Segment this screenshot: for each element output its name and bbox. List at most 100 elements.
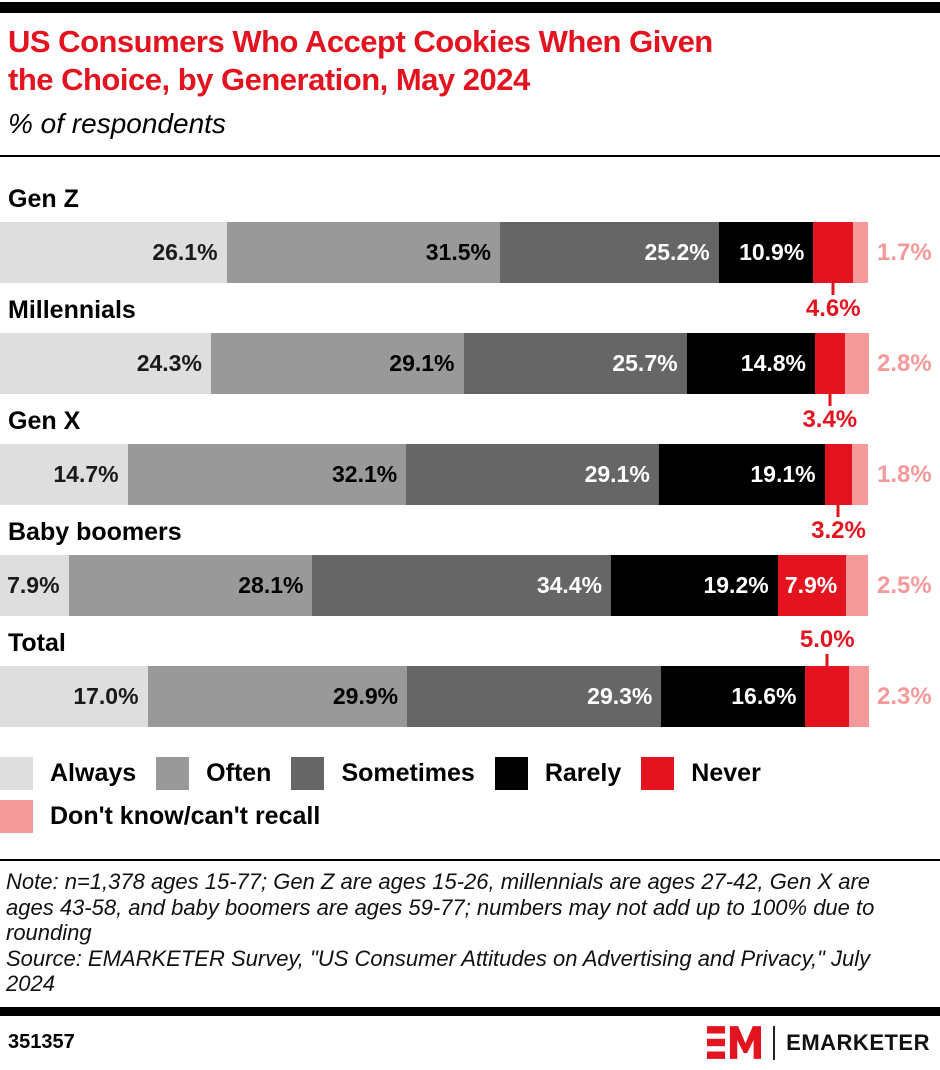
note-divider <box>0 859 940 861</box>
legend-label: Sometimes <box>341 759 475 787</box>
legend-item-always: Always <box>0 757 136 790</box>
segment-value-label: 29.1% <box>389 350 455 376</box>
bottom-border-bar <box>0 1006 940 1016</box>
legend-item-rarely: Rarely <box>494 757 622 790</box>
legend-item-never: Never <box>641 757 761 790</box>
bar-segment-don-t-know-can-t-recall <box>846 555 868 616</box>
bar-segment-sometimes: 29.3% <box>407 666 662 727</box>
legend-swatch-always <box>0 757 33 790</box>
header-divider <box>0 155 940 157</box>
legend-swatch-often <box>156 757 190 790</box>
segment-value-label: 14.7% <box>53 461 119 487</box>
chart-subtitle: % of respondents <box>8 108 226 139</box>
bar-segment-sometimes: 25.7% <box>463 333 687 394</box>
bar-segment-never <box>805 666 849 727</box>
bar-segment-never <box>813 222 854 283</box>
bar-segment-always: 17.0% <box>0 666 148 727</box>
legend-item-sometimes: Sometimes <box>291 757 475 790</box>
never-callout-label: 3.4% <box>802 406 858 433</box>
legend-label: Don't know/can't recall <box>50 802 321 830</box>
legend-swatch-never <box>641 757 675 790</box>
legend-item-don-t-know-can-t-recall: Don't know/can't recall <box>0 800 320 833</box>
note-text: Note: n=1,378 ages 15-77; Gen Z are ages… <box>6 869 875 945</box>
dont-know-value-label: 2.5% <box>877 571 932 599</box>
bar-segment-rarely: 16.6% <box>661 666 806 727</box>
category-label: Millennials <box>8 296 136 324</box>
bar-segment-always: 24.3% <box>0 333 211 394</box>
legend-label: Rarely <box>544 759 622 787</box>
bar-segment-don-t-know-can-t-recall <box>853 222 868 283</box>
legend-row-2: Don't know/can't recall <box>0 800 940 833</box>
chart-title-line-1: US Consumers Who Accept Cookies When Giv… <box>8 24 713 59</box>
segment-value-label: 25.7% <box>612 350 678 376</box>
bar-segment-often: 29.9% <box>147 666 408 727</box>
chart-footer: 351357 EMARKETER <box>0 1016 940 1060</box>
bar-segment-often: 28.1% <box>68 555 313 616</box>
chart-row-gen-z: Gen Z 26.1% 31.5% 25.2% 10.9% 4.6% 1.7% <box>0 185 940 322</box>
emarketer-em-icon <box>707 1026 762 1059</box>
bar-segment-often: 31.5% <box>226 222 500 283</box>
bar-segment-rarely: 19.1% <box>658 444 825 505</box>
segment-value-label: 7.9% <box>7 572 60 598</box>
brand-divider <box>773 1025 776 1060</box>
bar-segment-always: 26.1% <box>0 222 227 283</box>
chart-header: US Consumers Who Accept Cookies When Giv… <box>0 13 940 141</box>
bar-segment-rarely: 19.2% <box>611 555 778 616</box>
legend-row-1: Always Often Sometimes Rarely Never <box>0 757 940 790</box>
segment-value-label: 29.1% <box>584 461 650 487</box>
bar-segment-never <box>815 333 845 394</box>
bar-segment-sometimes: 29.1% <box>406 444 659 505</box>
chart-rows: Gen Z 26.1% 31.5% 25.2% 10.9% 4.6% 1.7% Millenn… <box>0 186 940 727</box>
dont-know-value-label: 1.8% <box>877 460 932 488</box>
category-label: Baby boomers <box>8 518 182 546</box>
bar-segment-don-t-know-can-t-recall <box>852 444 868 505</box>
segment-value-label: 14.8% <box>740 350 807 376</box>
bar-segment-don-t-know-can-t-recall <box>848 666 869 727</box>
bar-segment-rarely: 10.9% <box>718 222 814 283</box>
segment-value-label: 17.0% <box>73 683 139 709</box>
segment-value-label: 29.3% <box>587 683 653 709</box>
bar-segment-often: 32.1% <box>127 444 407 505</box>
category-label: Gen X <box>8 407 81 435</box>
legend-label: Often <box>206 759 272 787</box>
top-border-bar <box>0 2 940 13</box>
stacked-bar: 14.7% 32.1% 29.1% 19.1% 3.2% 1.8% <box>0 444 932 544</box>
legend-swatch-rarely <box>494 757 528 790</box>
segment-value-label: 19.1% <box>750 461 816 487</box>
never-callout-label: 4.6% <box>805 295 861 322</box>
bar-segment-never <box>824 444 853 505</box>
never-callout-label: 5.0% <box>799 626 855 653</box>
chart-row-total: Total 17.0% 29.9% 29.3% 16.6% 5.0% 2.3% <box>0 626 940 727</box>
never-leader-line <box>825 654 829 666</box>
never-leader-line <box>836 505 840 517</box>
dont-know-value-label: 2.3% <box>877 682 932 710</box>
segment-value-label: 7.9% <box>784 572 838 598</box>
stacked-bar: 7.9% 28.1% 34.4% 19.2% 7.9% 2.5% <box>0 555 932 616</box>
legend-item-often: Often <box>156 757 271 790</box>
dont-know-value-label: 1.7% <box>877 238 932 266</box>
chart-title-line-2: the Choice, by Generation, May 2024 <box>8 62 530 97</box>
chart-id: 351357 <box>8 1031 75 1053</box>
category-label: Total <box>8 629 66 657</box>
bar-segment-sometimes: 34.4% <box>312 555 612 616</box>
stacked-bar: 26.1% 31.5% 25.2% 10.9% 4.6% 1.7% <box>0 222 932 322</box>
bar-segment-sometimes: 25.2% <box>499 222 719 283</box>
never-leader-line <box>831 283 835 295</box>
bar-segment-always: 7.9% <box>0 555 69 616</box>
segment-value-label: 32.1% <box>332 461 398 487</box>
brand-name: EMARKETER <box>786 1029 930 1055</box>
stacked-bar: 24.3% 29.1% 25.7% 14.8% 3.4% 2.8% <box>0 333 932 433</box>
chart-notes: Note: n=1,378 ages 15-77; Gen Z are ages… <box>0 861 932 997</box>
source-text: Source: EMARKETER Survey, "US Consumer A… <box>6 945 871 997</box>
segment-value-label: 26.1% <box>152 239 218 265</box>
category-label: Gen Z <box>8 185 79 213</box>
segment-value-label: 16.6% <box>731 683 797 709</box>
bar-segment-never: 7.9% <box>777 555 847 616</box>
bar-segment-don-t-know-can-t-recall <box>844 333 869 394</box>
legend-swatch-don-t-know-can-t-recall <box>0 800 33 833</box>
dont-know-value-label: 2.8% <box>877 349 932 377</box>
legend-label: Always <box>50 759 137 787</box>
segment-value-label: 31.5% <box>425 239 491 265</box>
segment-value-label: 19.2% <box>703 572 769 598</box>
